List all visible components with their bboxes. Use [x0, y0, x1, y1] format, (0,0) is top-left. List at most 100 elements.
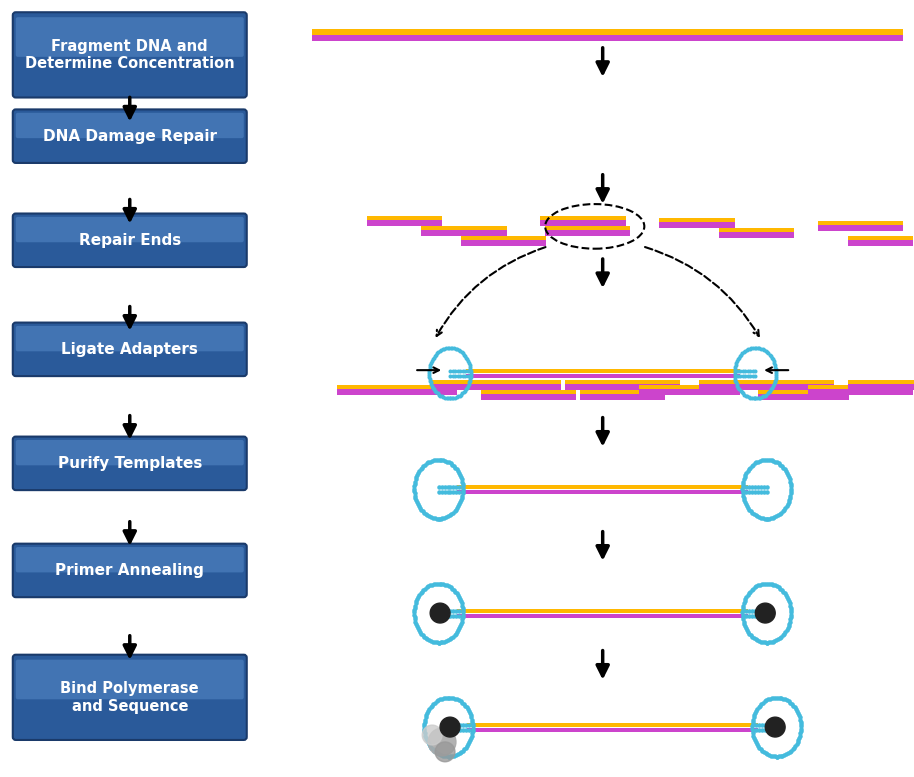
Point — [736, 377, 750, 389]
Point — [768, 225, 782, 238]
Point — [528, 480, 543, 493]
Point — [660, 486, 675, 498]
Point — [330, 32, 345, 44]
Point — [577, 369, 591, 382]
Point — [483, 237, 497, 249]
Point — [464, 369, 479, 382]
Point — [747, 225, 761, 238]
Point — [808, 377, 823, 389]
Point — [650, 723, 664, 736]
Point — [438, 392, 452, 404]
Point — [450, 587, 464, 600]
Point — [452, 498, 467, 510]
FancyBboxPatch shape — [13, 214, 247, 267]
Point — [791, 391, 805, 403]
Point — [741, 225, 756, 238]
Point — [762, 225, 777, 238]
Point — [613, 719, 628, 731]
Point — [696, 486, 710, 498]
Point — [415, 505, 430, 517]
Point — [455, 476, 470, 488]
Point — [515, 377, 529, 389]
Point — [600, 719, 615, 731]
Point — [656, 385, 671, 398]
Point — [887, 222, 902, 235]
Point — [641, 369, 655, 382]
Point — [697, 219, 712, 232]
Point — [554, 369, 569, 382]
Point — [578, 609, 592, 622]
Point — [485, 723, 500, 736]
Point — [779, 229, 793, 242]
Point — [379, 32, 394, 44]
Point — [760, 346, 774, 358]
Point — [524, 369, 538, 382]
Point — [638, 32, 653, 44]
Point — [492, 605, 506, 617]
Point — [513, 391, 527, 403]
Point — [362, 218, 377, 230]
Point — [712, 605, 727, 617]
Point — [781, 496, 796, 508]
Point — [749, 32, 764, 44]
Point — [627, 609, 642, 622]
Point — [875, 26, 889, 38]
Point — [422, 372, 437, 385]
Point — [408, 615, 422, 628]
Point — [633, 605, 648, 617]
Point — [518, 387, 533, 399]
Point — [643, 369, 658, 382]
Point — [489, 377, 504, 389]
Point — [660, 723, 675, 736]
Point — [462, 707, 477, 720]
Point — [426, 511, 441, 524]
Point — [719, 480, 734, 493]
Point — [472, 480, 486, 493]
Point — [607, 391, 622, 403]
Point — [413, 463, 428, 476]
Point — [746, 369, 760, 382]
Point — [739, 723, 753, 736]
Point — [735, 485, 749, 497]
Point — [555, 391, 569, 403]
Point — [780, 500, 794, 512]
Point — [465, 720, 480, 733]
Point — [746, 381, 760, 393]
Point — [684, 369, 698, 382]
Point — [760, 480, 774, 493]
Point — [547, 609, 562, 622]
Point — [446, 609, 461, 622]
Point — [467, 364, 482, 377]
Point — [560, 381, 575, 393]
Point — [769, 368, 783, 381]
Point — [593, 32, 608, 44]
Point — [738, 345, 752, 357]
Point — [695, 381, 709, 393]
Point — [498, 605, 513, 617]
Point — [454, 618, 469, 630]
Point — [613, 364, 628, 377]
Point — [422, 367, 437, 379]
Point — [893, 32, 908, 44]
Point — [754, 32, 769, 44]
Point — [755, 391, 770, 403]
Point — [427, 383, 441, 395]
Point — [405, 382, 420, 394]
Point — [590, 369, 605, 382]
Point — [373, 213, 388, 225]
Point — [793, 727, 808, 740]
Point — [420, 509, 435, 521]
Point — [748, 605, 762, 617]
Point — [441, 32, 456, 44]
Point — [819, 382, 834, 394]
Point — [452, 694, 466, 706]
Point — [780, 467, 794, 479]
Point — [728, 480, 743, 493]
Point — [633, 32, 648, 44]
Point — [739, 469, 753, 481]
Point — [783, 608, 798, 621]
Point — [747, 392, 761, 405]
Point — [586, 387, 600, 399]
Point — [670, 26, 685, 38]
Point — [736, 229, 750, 242]
